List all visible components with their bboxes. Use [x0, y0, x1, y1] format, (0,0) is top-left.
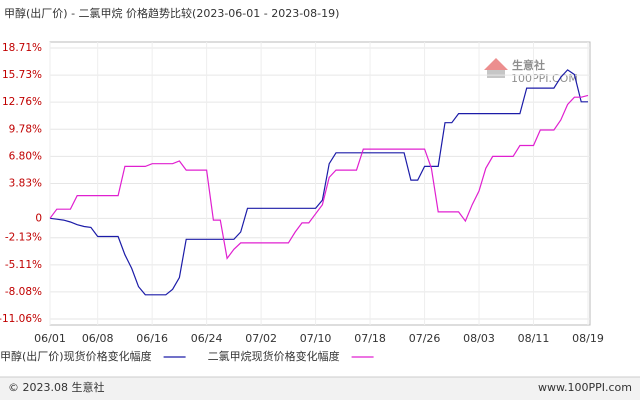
y-tick-label: 9.78%: [9, 123, 42, 135]
x-tick-label: 08/11: [518, 332, 550, 345]
x-tick-label: 06/24: [191, 332, 223, 345]
x-tick-label: 06/08: [82, 332, 114, 345]
series-line: [49, 94, 589, 260]
y-tick-label: 18.71%: [2, 42, 42, 54]
x-tick-label: 06/01: [34, 332, 66, 345]
y-tick-label: 0: [35, 212, 42, 224]
watermark-logo: [487, 70, 505, 78]
y-tick-label: -8.08%: [5, 286, 42, 298]
x-tick-label: 08/03: [463, 332, 495, 345]
y-tick-label: 12.76%: [2, 96, 42, 108]
y-tick-label: -11.06%: [0, 313, 42, 325]
series-line: [49, 69, 588, 296]
x-tick-label: 07/02: [245, 332, 277, 345]
legend-label: 甲醇(出厂价)现货价格变化幅度: [0, 349, 152, 363]
watermark-site: 100PPI.COM: [511, 72, 578, 85]
y-tick-label: 6.80%: [9, 150, 42, 162]
y-tick-label: 15.73%: [2, 69, 42, 81]
watermark-name: 生意社: [512, 58, 545, 72]
legend-label: 二氯甲烷现货价格变化幅度: [208, 349, 340, 363]
x-tick-label: 07/18: [354, 332, 386, 345]
y-tick-label: -2.13%: [5, 232, 42, 244]
x-tick-label: 07/26: [409, 332, 441, 345]
watermark-logo: [484, 58, 508, 70]
x-tick-label: 06/16: [136, 332, 168, 345]
y-tick-label: 3.83%: [9, 177, 42, 189]
footer-right: www.100PPI.com: [538, 381, 632, 394]
footer-left: © 2023.08 生意社: [8, 380, 104, 394]
x-tick-label: 07/10: [300, 332, 332, 345]
footer-band: [0, 377, 640, 400]
x-tick-label: 08/19: [572, 332, 604, 345]
chart-title: 甲醇(出厂价) - 二氯甲烷 价格趋势比较(2023-06-01 - 2023-…: [4, 6, 339, 20]
y-tick-label: -5.11%: [5, 259, 42, 271]
